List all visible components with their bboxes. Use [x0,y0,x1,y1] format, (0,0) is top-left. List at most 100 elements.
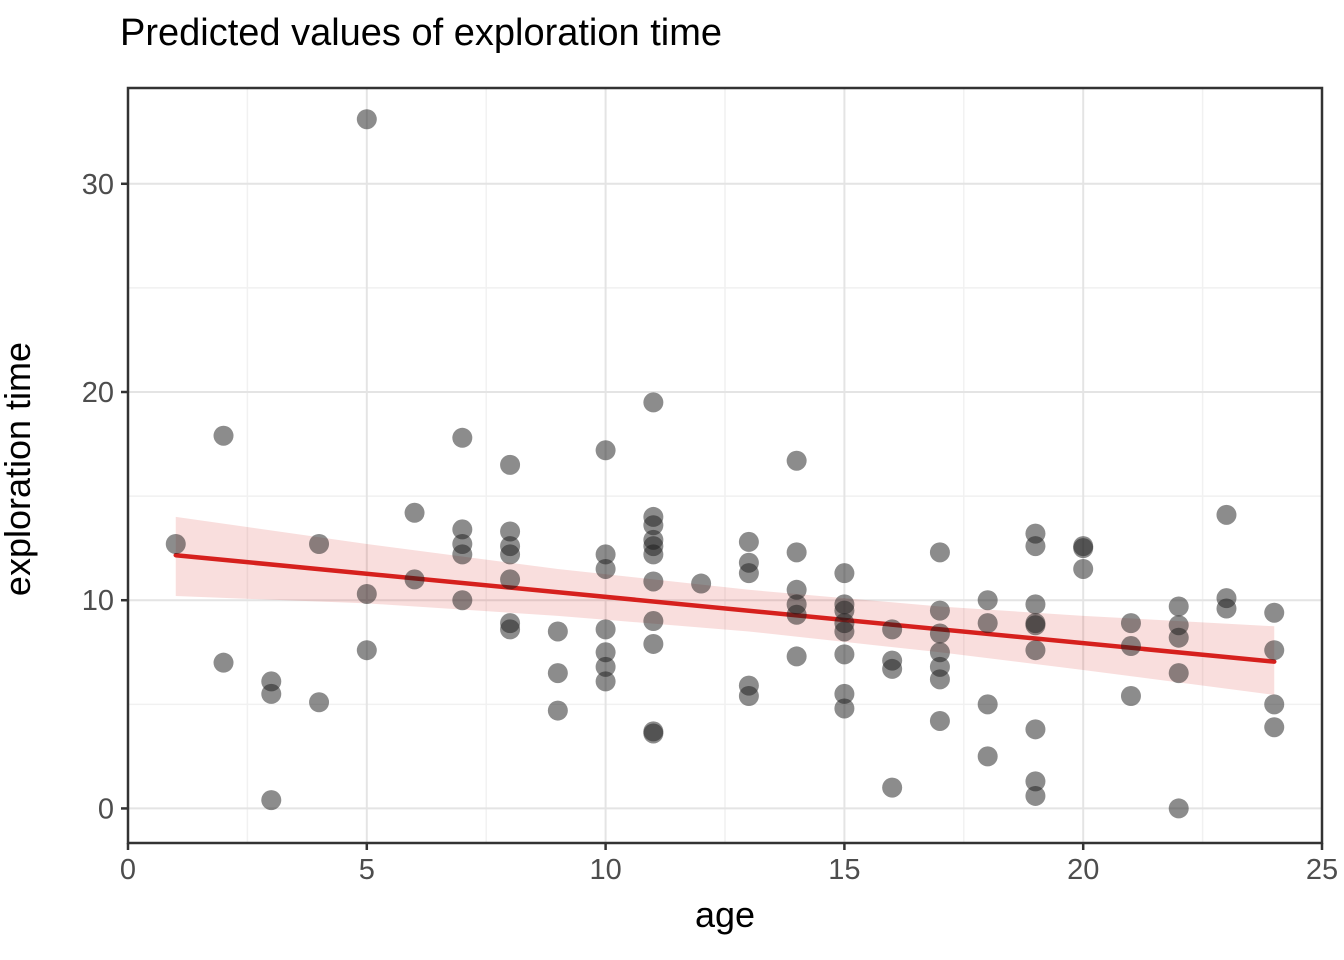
data-point [834,698,855,719]
x-tick-label: 0 [120,854,136,886]
y-tick-label: 0 [98,793,114,825]
x-tick-label: 10 [589,854,621,886]
data-point [643,633,664,654]
x-tick-label: 15 [828,854,860,886]
data-point [1216,598,1237,619]
x-tick-label: 20 [1067,854,1099,886]
data-point [356,583,377,604]
data-point [834,563,855,584]
y-tick-label: 10 [82,585,114,617]
data-point [1025,719,1046,740]
data-point [500,619,521,640]
data-point [1216,504,1237,525]
y-tick-label: 30 [82,169,114,201]
data-point [786,542,807,563]
data-point [547,663,568,684]
data-point [165,533,186,554]
data-point [595,671,616,692]
data-point [977,613,998,634]
data-point [1025,785,1046,806]
data-point [500,569,521,590]
y-tick-label: 20 [82,377,114,409]
data-point [929,600,950,621]
data-point [595,544,616,565]
data-point [1168,798,1189,819]
confidence-band [175,516,1275,695]
x-tick-label: 25 [1306,854,1338,886]
data-point [691,573,712,594]
data-point [1264,602,1285,623]
data-point [786,604,807,625]
data-point [452,544,473,565]
data-point [547,621,568,642]
data-point [595,656,616,677]
data-point [882,777,903,798]
data-point [643,515,664,536]
data-point [1025,594,1046,615]
y-axis-title: exploration time [0,341,38,597]
data-point [643,611,664,632]
data-point [977,746,998,767]
data-point [404,569,425,590]
data-point [261,790,282,811]
data-point [643,723,664,744]
data-point [929,710,950,731]
data-point [834,621,855,642]
data-point [929,623,950,644]
data-point [356,109,377,130]
data-point [595,642,616,663]
data-point [738,563,759,584]
data-point [1168,627,1189,648]
data-point [643,571,664,592]
panel-border [126,86,1324,845]
data-point [834,644,855,665]
data-point [309,692,330,713]
data-point [356,640,377,661]
data-point [595,558,616,579]
data-point [213,652,234,673]
data-point [1120,685,1141,706]
data-point [500,521,521,542]
data-point [213,425,234,446]
data-point [1168,596,1189,617]
data-point [595,440,616,461]
data-point [1168,663,1189,684]
data-point [882,619,903,640]
data-point [929,542,950,563]
data-point [834,683,855,704]
data-point [786,579,807,600]
data-point [882,658,903,679]
chart-title: Predicted values of exploration time [120,12,722,54]
data-point [977,694,998,715]
data-point [452,590,473,611]
x-tick-label: 5 [359,854,375,886]
data-point [595,619,616,640]
data-point [929,642,950,663]
data-point [1264,640,1285,661]
x-axis-title: age [694,894,756,935]
data-point [929,669,950,690]
data-point [786,646,807,667]
data-point [500,544,521,565]
data-point [1120,613,1141,634]
data-point [1264,717,1285,738]
data-point [1073,538,1094,559]
data-point [547,700,568,721]
data-point [404,502,425,523]
data-point [1025,771,1046,792]
data-point [452,519,473,540]
data-point [1073,558,1094,579]
data-point [643,392,664,413]
data-point [1264,694,1285,715]
data-point [977,590,998,611]
data-point [738,531,759,552]
data-point [452,427,473,448]
data-point [1025,536,1046,557]
data-point [786,450,807,471]
data-point [261,683,282,704]
data-point [1025,640,1046,661]
data-point [500,454,521,475]
data-point [643,544,664,565]
